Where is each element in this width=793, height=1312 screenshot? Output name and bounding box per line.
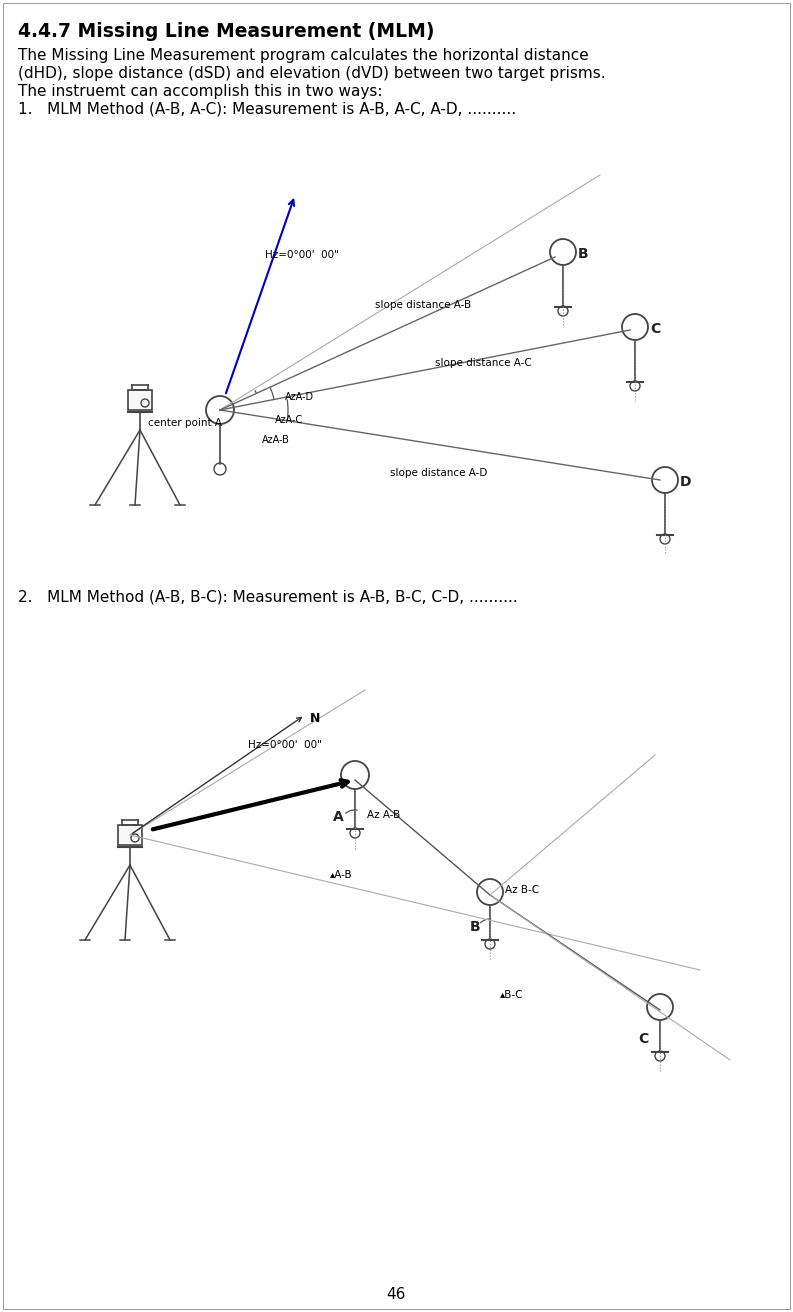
Bar	[128, 390, 152, 409]
Text: slope distance A-C: slope distance A-C	[435, 358, 532, 367]
Text: 1.   MLM Method (A-B, A-C): Measurement is A-B, A-C, A-D, ..........: 1. MLM Method (A-B, A-C): Measurement is…	[18, 102, 516, 117]
Text: Az B-C: Az B-C	[505, 886, 539, 895]
Text: (dHD), slope distance (dSD) and elevation (dVD) between two target prisms.: (dHD), slope distance (dSD) and elevatio…	[18, 66, 606, 81]
Text: 2.   MLM Method (A-B, B-C): Measurement is A-B, B-C, C-D, ..........: 2. MLM Method (A-B, B-C): Measurement is…	[18, 590, 518, 605]
Text: The instruemt can accomplish this in two ways:: The instruemt can accomplish this in two…	[18, 84, 382, 98]
Text: D: D	[680, 475, 691, 489]
Text: slope distance A-B: slope distance A-B	[375, 300, 471, 310]
Text: Hz=0°00'  00": Hz=0°00' 00"	[248, 740, 322, 750]
Text: Hz=0°00'  00": Hz=0°00' 00"	[265, 251, 339, 260]
Text: ▴A-B: ▴A-B	[330, 870, 353, 880]
Text: The Missing Line Measurement program calculates the horizontal distance: The Missing Line Measurement program cal…	[18, 49, 588, 63]
Text: N: N	[310, 712, 320, 726]
Text: AzA-B: AzA-B	[262, 436, 290, 445]
Text: ▴B-C: ▴B-C	[500, 991, 523, 1000]
Text: A: A	[333, 810, 343, 824]
Text: center point A: center point A	[148, 419, 222, 428]
Text: 46: 46	[386, 1287, 406, 1302]
Text: 4.4.7 Missing Line Measurement (MLM): 4.4.7 Missing Line Measurement (MLM)	[18, 22, 435, 41]
Text: AzA-C: AzA-C	[275, 415, 303, 425]
Text: B: B	[470, 920, 481, 934]
Text: slope distance A-D: slope distance A-D	[390, 468, 488, 478]
Text: AzA-D: AzA-D	[285, 392, 314, 401]
Text: Az A-B: Az A-B	[367, 810, 400, 820]
Bar	[118, 825, 142, 845]
Text: C: C	[650, 321, 661, 336]
Text: B: B	[578, 247, 588, 261]
Text: C: C	[638, 1033, 648, 1046]
